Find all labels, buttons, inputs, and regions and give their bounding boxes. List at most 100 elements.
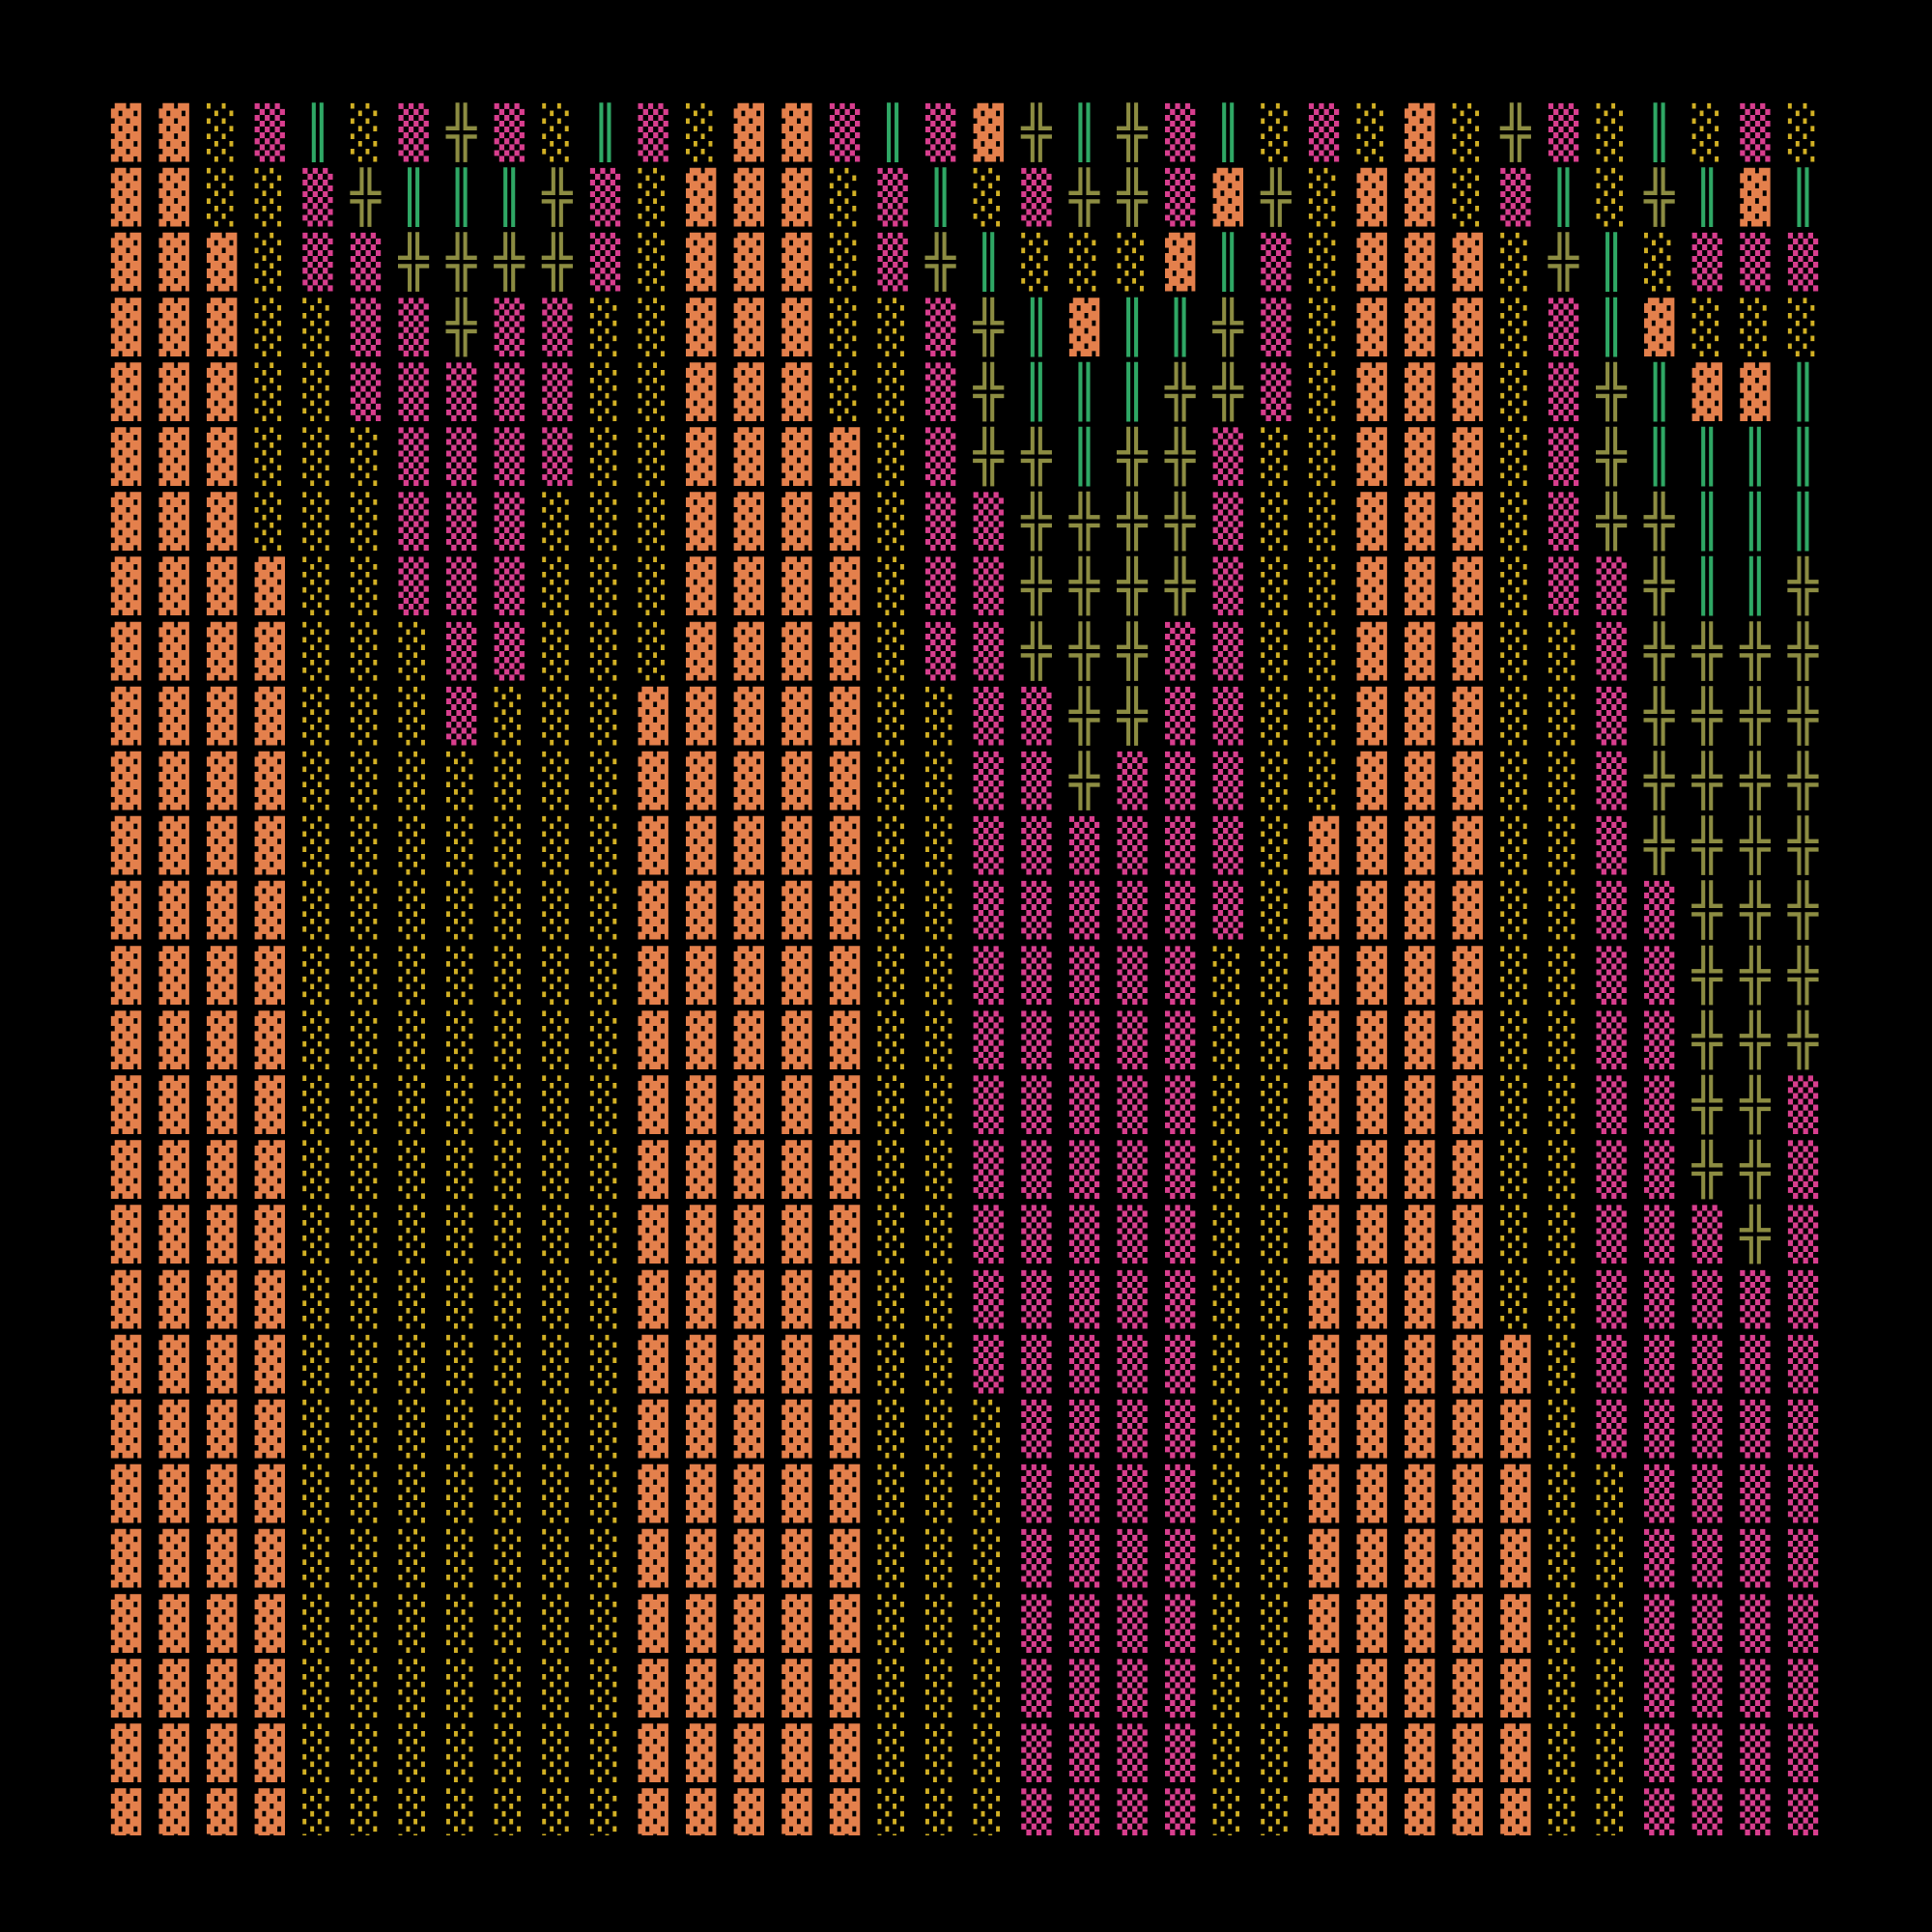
glyph: ▓	[1165, 232, 1196, 292]
glyph: ▒	[1021, 1399, 1052, 1459]
glyph: ░	[542, 1009, 572, 1069]
glyph: ▓	[1405, 1140, 1435, 1200]
glyph: ░	[1309, 686, 1339, 746]
glyph: ░	[1500, 1140, 1530, 1200]
glyph: ▒	[1213, 880, 1244, 940]
glyph: ║	[1788, 427, 1818, 487]
glyph: ║	[974, 232, 1004, 292]
glyph: ▒	[1069, 1788, 1100, 1848]
glyph: ▓	[207, 880, 238, 940]
glyph: ▓	[1405, 1075, 1435, 1135]
glyph: ▓	[1356, 1075, 1387, 1135]
glyph: ░	[398, 1334, 428, 1394]
glyph: ▓	[781, 945, 812, 1005]
glyph: ▓	[830, 1334, 861, 1394]
glyph: ▓	[111, 427, 142, 487]
glyph: ▒	[1165, 1593, 1196, 1653]
glyph: ▓	[158, 1140, 189, 1200]
glyph: ▓	[1309, 1140, 1340, 1200]
glyph: ▓	[734, 1205, 765, 1264]
glyph: ▒	[925, 297, 956, 356]
glyph: ▒	[1788, 1205, 1819, 1264]
glyph: ▓	[1500, 1658, 1531, 1718]
glyph: ▒	[1596, 945, 1627, 1005]
glyph: ░	[590, 1528, 620, 1588]
glyph: ░	[1213, 1205, 1243, 1264]
glyph: ░	[1309, 556, 1339, 616]
glyph: ▓	[207, 621, 238, 681]
glyph: ░	[1261, 1463, 1291, 1523]
glyph: ▓	[638, 1658, 668, 1718]
glyph: ▒	[446, 492, 477, 552]
glyph: ▓	[638, 1463, 668, 1523]
glyph: ░	[1692, 297, 1722, 356]
glyph: ║	[1644, 361, 1674, 421]
glyph: ║	[1213, 232, 1243, 292]
glyph: ▓	[111, 621, 142, 681]
glyph: ╬	[1116, 686, 1149, 746]
glyph: ░	[398, 686, 428, 746]
glyph: ▓	[1405, 1723, 1435, 1783]
glyph: ░	[1548, 945, 1578, 1005]
glyph: ░	[446, 1463, 476, 1523]
glyph: ▓	[158, 361, 189, 421]
glyph: ▒	[1644, 1658, 1675, 1718]
glyph: ▒	[638, 102, 668, 162]
glyph: ░	[925, 1140, 955, 1200]
glyph: ▓	[734, 556, 765, 616]
glyph: ║	[495, 167, 525, 227]
glyph: ░	[542, 1528, 572, 1588]
glyph: ▓	[686, 945, 717, 1005]
glyph: ░	[877, 492, 907, 552]
glyph: ▒	[495, 297, 526, 356]
glyph: ▓	[1405, 167, 1435, 227]
glyph: ░	[1261, 815, 1291, 875]
glyph: ░	[351, 556, 381, 616]
glyph: ▓	[686, 1528, 717, 1588]
glyph: ▒	[1165, 1788, 1196, 1848]
glyph: ▓	[1309, 1528, 1340, 1588]
glyph: ▒	[974, 1009, 1005, 1069]
glyph: ░	[1740, 297, 1770, 356]
glyph: ▒	[1548, 361, 1579, 421]
glyph: ▓	[1356, 232, 1387, 292]
glyph: ▒	[1165, 751, 1196, 810]
glyph: ▓	[781, 1075, 812, 1135]
glyph: ░	[925, 1788, 955, 1848]
glyph: ▓	[830, 815, 861, 875]
glyph: ░	[1261, 1399, 1291, 1459]
glyph: ░	[1548, 1075, 1578, 1135]
glyph: ▓	[1453, 1334, 1484, 1394]
glyph: ▓	[158, 1399, 189, 1459]
glyph: ░	[351, 102, 381, 162]
glyph: ░	[974, 1788, 1004, 1848]
glyph: ▓	[638, 1334, 668, 1394]
glyph: ░	[925, 815, 955, 875]
glyph: ░	[398, 1205, 428, 1264]
glyph: ░	[925, 1723, 955, 1783]
glyph: ▓	[686, 1399, 717, 1459]
glyph: ░	[877, 427, 907, 487]
glyph: ░	[351, 1075, 381, 1135]
glyph: ▓	[158, 102, 189, 162]
glyph: ▓	[158, 751, 189, 810]
glyph: ▒	[1548, 427, 1579, 487]
glyph: ░	[351, 880, 381, 940]
glyph: ▒	[1692, 1334, 1723, 1394]
glyph: ▓	[686, 1140, 717, 1200]
glyph: ░	[495, 751, 525, 810]
glyph: ▒	[974, 945, 1005, 1005]
glyph: ║	[1692, 556, 1722, 616]
glyph: ░	[590, 621, 620, 681]
glyph: ▓	[781, 1788, 812, 1848]
glyph: ▓	[1405, 1788, 1435, 1848]
glyph: ░	[1500, 880, 1530, 940]
glyph: ▒	[1644, 1593, 1675, 1653]
glyph: ░	[877, 297, 907, 356]
glyph: ▒	[1596, 686, 1627, 746]
glyph: ▓	[781, 1723, 812, 1783]
glyph: ▓	[255, 1140, 286, 1200]
glyph: ▒	[974, 556, 1005, 616]
glyph: ╬	[1739, 1205, 1772, 1264]
glyph: ▒	[1596, 621, 1627, 681]
